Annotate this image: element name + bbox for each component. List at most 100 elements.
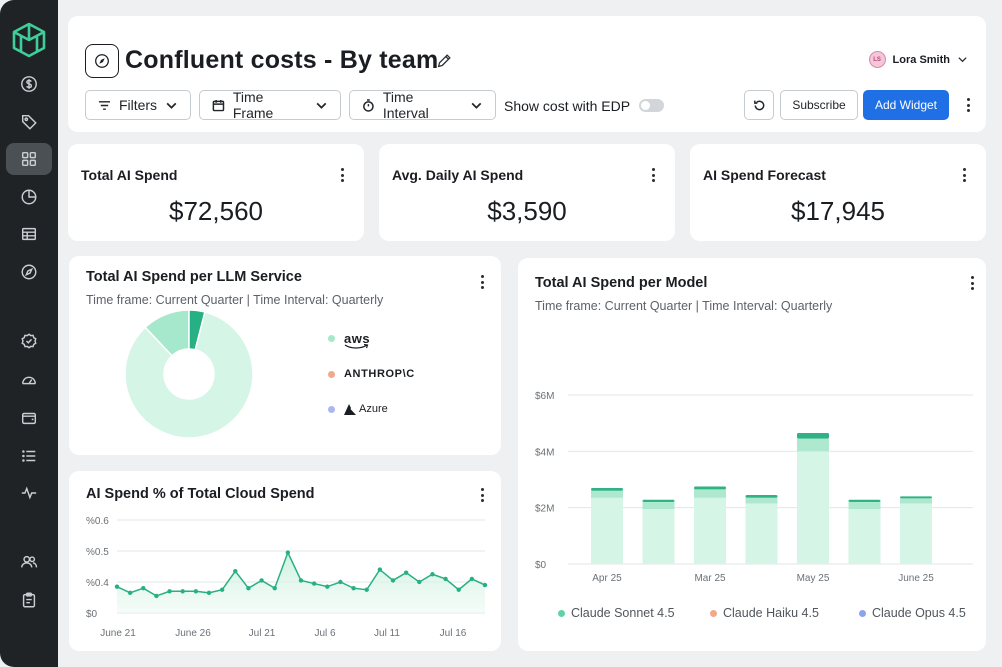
azure-icon: [344, 403, 356, 415]
bar-claude-opus-4-5: [900, 496, 932, 499]
filters-button[interactable]: Filters: [85, 90, 191, 120]
data-point: [351, 586, 356, 591]
pie-chart-icon[interactable]: [6, 181, 52, 213]
bar-claude-sonnet-4-5: [900, 503, 932, 564]
anthropic-logo: ANTHROP\C: [344, 368, 415, 380]
user-menu[interactable]: LS Lora Smith: [868, 51, 968, 68]
bar-chart: $0 $2M $4M $6M Apr 25 Mar 25 May 25 June 25: [535, 391, 973, 584]
clipboard-icon[interactable]: [6, 584, 52, 616]
legend-label: Claude Haiku 4.5: [723, 606, 819, 620]
donut-chart: [124, 309, 254, 439]
add-widget-button[interactable]: Add Widget: [863, 90, 949, 120]
logo-icon[interactable]: [11, 22, 47, 58]
time-frame-button[interactable]: Time Frame: [199, 89, 341, 121]
chevron-down-icon: [958, 57, 967, 63]
bar-claude-opus-4-5: [745, 494, 778, 498]
legend-dot: [710, 609, 717, 617]
chevron-down-icon: [166, 102, 177, 109]
data-point: [193, 589, 199, 594]
activity-icon[interactable]: [6, 477, 52, 509]
data-point: [364, 587, 369, 592]
chart-title: AI Spend % of Total Cloud Spend: [86, 486, 315, 502]
data-point: [154, 593, 159, 599]
chart-subtitle: Time frame: Current Quarter | Time Inter…: [535, 299, 833, 313]
badge-check-icon[interactable]: [6, 325, 52, 357]
bar-claude-sonnet-4-5: [797, 451, 829, 564]
dollar-icon[interactable]: [6, 68, 52, 100]
dashboard-icon: [85, 44, 119, 78]
data-point: [259, 578, 264, 583]
bar-claude-haiku-4-5: [694, 489, 726, 498]
data-point: [246, 586, 251, 591]
data-point: [127, 590, 133, 596]
y-tick-label: %0.5: [86, 547, 109, 558]
grid-icon[interactable]: [6, 143, 52, 175]
data-point: [298, 578, 304, 583]
x-tick-label: Jul 11: [374, 628, 400, 639]
page-title: Confluent costs - By team: [125, 46, 439, 74]
data-point: [180, 589, 185, 594]
data-point: [167, 589, 172, 594]
bar-claude-sonnet-4-5: [591, 497, 623, 564]
list-icon[interactable]: [6, 440, 52, 472]
time-interval-button[interactable]: Time Interval: [349, 89, 496, 121]
subscribe-button[interactable]: Subscribe: [780, 90, 858, 120]
x-tick-label: June 26: [175, 628, 211, 639]
wallet-icon[interactable]: [6, 402, 52, 434]
kpi-card-total-spend: Total AI Spend $72,560: [68, 144, 364, 241]
more-options-icon[interactable]: [646, 166, 660, 184]
sidebar: [0, 0, 58, 667]
data-point: [141, 586, 146, 591]
users-icon[interactable]: [6, 546, 52, 578]
legend-dot: [328, 335, 335, 342]
data-point: [469, 576, 475, 582]
dashboard-header: Confluent costs - By team LS Lora Smith …: [68, 16, 986, 132]
data-point: [482, 582, 488, 588]
y-tick-label: %0.4: [86, 578, 109, 589]
bar-claude-haiku-4-5: [745, 497, 778, 504]
more-options-icon[interactable]: [965, 274, 979, 292]
cloud-pct-card: AI Spend % of Total Cloud Spend $0 %0.4 %0…: [69, 471, 501, 651]
x-tick-label: Mar 25: [694, 573, 726, 584]
stopwatch-icon: [363, 98, 374, 112]
tag-icon[interactable]: [6, 106, 52, 138]
gauge-icon[interactable]: [6, 364, 52, 396]
table-icon[interactable]: [6, 218, 52, 250]
time-frame-label: Time Frame: [232, 89, 274, 121]
data-point: [311, 581, 317, 586]
more-options-icon[interactable]: [475, 273, 489, 291]
bar-claude-sonnet-4-5: [694, 497, 726, 564]
x-tick-label: May 25: [797, 573, 830, 584]
more-options-icon[interactable]: [335, 166, 349, 184]
more-options-icon[interactable]: [475, 486, 489, 504]
x-tick-label: June 25: [898, 573, 934, 584]
more-options-icon[interactable]: [957, 166, 971, 184]
bar-claude-opus-4-5: [694, 486, 726, 490]
more-options-icon[interactable]: [961, 96, 975, 114]
data-point: [417, 579, 422, 585]
data-point: [219, 587, 225, 592]
refresh-button[interactable]: [744, 90, 774, 120]
chart-subtitle: Time frame: Current Quarter | Time Inter…: [86, 293, 384, 307]
x-tick-label: June 21: [100, 628, 136, 639]
data-point: [403, 570, 409, 575]
filter-icon: [98, 100, 111, 110]
bar-claude-opus-4-5: [797, 433, 829, 439]
y-tick-label: $0: [535, 560, 547, 571]
data-point: [114, 584, 120, 589]
compass-icon[interactable]: [6, 256, 52, 288]
x-tick-label: Jul 16: [440, 628, 467, 639]
chart-title: Total AI Spend per LLM Service: [86, 269, 302, 285]
edit-title-icon[interactable]: [435, 52, 453, 70]
legend-dot: [558, 609, 565, 617]
x-tick-label: Jul 6: [314, 628, 336, 639]
legend-item-haiku: Claude Haiku 4.5: [710, 606, 819, 620]
legend-label: Claude Sonnet 4.5: [571, 606, 675, 620]
data-point: [206, 590, 212, 596]
data-point: [325, 584, 330, 589]
x-tick-label: Jul 21: [249, 628, 276, 639]
edp-toggle[interactable]: [639, 99, 664, 112]
kpi-value: $17,945: [791, 196, 885, 226]
user-name: Lora Smith: [892, 53, 950, 66]
